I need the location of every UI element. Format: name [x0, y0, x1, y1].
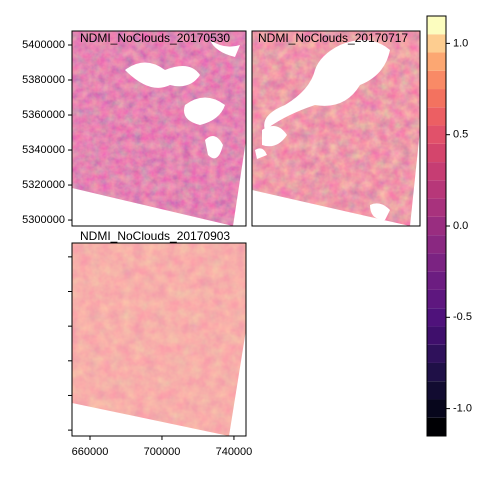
colorbar-level: [427, 381, 446, 400]
colorbar-level: [427, 326, 446, 345]
colorbar-level: [427, 162, 446, 181]
colorbar-level: [427, 89, 446, 108]
raster: [72, 243, 246, 436]
colorbar-tick-label: -1.0: [453, 403, 472, 415]
panel-frame: [71, 242, 247, 437]
cloud-gap: [125, 40, 240, 159]
colorbar-level: [427, 271, 446, 290]
colorbar-level: [427, 52, 446, 71]
x-tick-label: 700000: [144, 446, 181, 458]
colorbar-level: [427, 216, 446, 236]
colorbar-tick-label: 0.0: [453, 220, 468, 232]
panel-title: NDMI_NoClouds_20170530: [80, 31, 230, 45]
raster: [72, 31, 246, 226]
colorbar-level: [427, 417, 446, 436]
panel-title: NDMI_NoClouds_20170717: [258, 31, 408, 45]
colorbar-level: [427, 143, 446, 163]
colorbar-tick-label: -0.5: [453, 311, 472, 323]
colorbar-level: [427, 198, 446, 217]
y-tick-label: 5300000: [22, 214, 65, 226]
x-tick-label: 740000: [216, 446, 253, 458]
cloud-gap: [255, 40, 390, 220]
colorbar-level: [427, 399, 446, 418]
y-tick-label: 5380000: [22, 74, 65, 86]
colorbar-level: [427, 344, 446, 363]
colorbar-tick-label: 0.5: [453, 129, 468, 141]
colorbar-level: [427, 34, 446, 53]
y-tick-label: 5320000: [22, 179, 65, 191]
colorbar-level: [427, 362, 446, 382]
colorbar-level: [427, 16, 446, 35]
raster: [252, 31, 420, 226]
y-tick-label: 5400000: [22, 39, 65, 51]
colorbar-level: [427, 308, 446, 327]
panel-frame: [251, 30, 421, 227]
colorbar-level: [427, 70, 446, 90]
panel-title: NDMI_NoClouds_20170903: [80, 229, 230, 243]
colorbar-tick-label: 1.0: [453, 37, 468, 49]
colorbar-level: [427, 125, 446, 144]
colorbar-level: [427, 107, 446, 126]
colorbar-level: [427, 253, 446, 272]
y-tick-label: 5340000: [22, 144, 65, 156]
colorbar-level: [427, 289, 446, 309]
colorbar-level: [427, 235, 446, 254]
x-tick-label: 660000: [72, 446, 109, 458]
colorbar-level: [427, 180, 446, 199]
y-tick-label: 5360000: [22, 109, 65, 121]
panel-frame: [71, 30, 247, 227]
